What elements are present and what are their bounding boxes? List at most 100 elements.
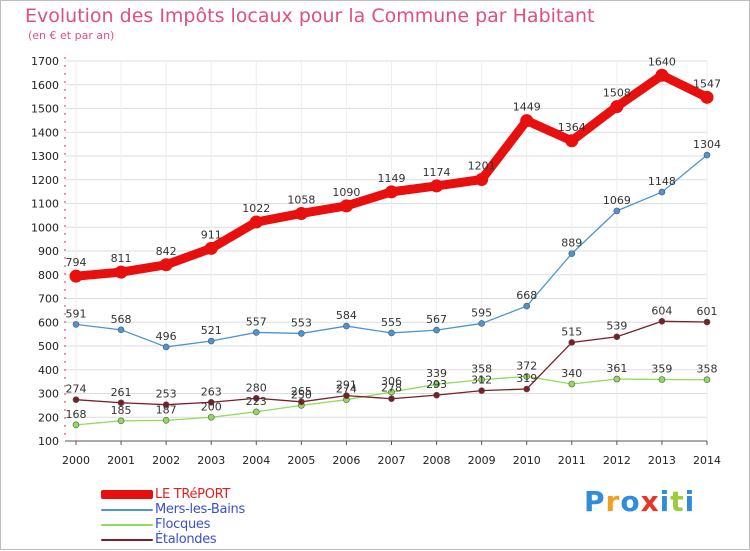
x-tick-label: 2014 <box>693 454 721 467</box>
series-3-point <box>703 318 711 326</box>
y-tick-label: 1500 <box>31 103 59 116</box>
legend-item: Étalondes <box>101 532 381 547</box>
logo-letter: i <box>684 485 696 518</box>
series-3-data-label: 312 <box>471 374 492 387</box>
series-2-data-label: 274 <box>336 383 357 396</box>
series-1-data-label: 1069 <box>603 194 631 207</box>
series-1-point <box>658 188 666 196</box>
proxiti-logo: Proxiti <box>584 485 695 518</box>
series-0-data-label: 842 <box>156 245 177 258</box>
series-0-data-label: 1201 <box>468 160 496 173</box>
series-3-point <box>658 317 666 325</box>
series-0-data-label: 794 <box>66 256 87 269</box>
series-1-point <box>478 320 485 327</box>
x-tick-label: 2013 <box>648 454 676 467</box>
series-3-point <box>523 385 531 393</box>
chart-subtitle: (en € et par an) <box>28 29 115 42</box>
y-tick-label: 900 <box>38 245 59 258</box>
x-tick-label: 2008 <box>423 454 451 467</box>
series-1-point <box>523 302 531 310</box>
chart-legend: LE TRéPORT Mers-les-Bains Flocques Étalonde… <box>101 487 381 547</box>
series-0-data-label: 1058 <box>287 193 315 206</box>
series-0-point <box>69 269 83 283</box>
series-1-data-label: 557 <box>246 315 267 328</box>
legend-swatch <box>101 524 153 526</box>
legend-swatch <box>101 539 153 541</box>
series-1-data-label: 595 <box>471 306 492 319</box>
series-2-data-label: 359 <box>651 362 672 375</box>
series-1-point <box>568 250 576 257</box>
series-3-data-label: 261 <box>111 386 132 399</box>
series-2-point <box>658 376 666 383</box>
series-3-data-label: 604 <box>651 304 672 317</box>
y-tick-label: 100 <box>38 435 59 448</box>
series-3-data-label: 274 <box>66 383 87 396</box>
series-1-point <box>433 326 440 334</box>
series-1-data-label: 889 <box>561 237 582 250</box>
series-2-point <box>613 375 621 383</box>
series-3-point <box>72 396 80 403</box>
series-0-data-label: 1449 <box>513 101 541 114</box>
series-3-point <box>433 391 440 399</box>
y-tick-label: 1100 <box>31 198 59 211</box>
series-1-point <box>613 207 621 215</box>
series-3-data-label: 278 <box>381 382 402 395</box>
y-tick-label: 400 <box>38 364 59 377</box>
series-3-data-label: 280 <box>246 381 267 394</box>
y-tick-label: 1600 <box>31 79 59 92</box>
series-0-point <box>249 215 263 229</box>
series-1-data-label: 1148 <box>648 175 676 188</box>
series-1-point <box>388 329 395 337</box>
x-tick-label: 2010 <box>513 454 541 467</box>
y-tick-label: 500 <box>38 340 59 353</box>
series-2-data-label: 358 <box>471 363 492 376</box>
series-2-data-label: 168 <box>66 408 87 421</box>
series-0-point <box>655 68 669 82</box>
series-3-data-label: 319 <box>516 372 537 385</box>
series-1-point <box>343 322 350 330</box>
logo-letter: x <box>640 485 660 518</box>
series-1-point <box>252 329 260 336</box>
series-2-point <box>523 373 531 380</box>
series-1-point <box>72 321 80 328</box>
series-2-point <box>162 417 170 424</box>
y-tick-label: 200 <box>38 411 59 424</box>
series-0-point <box>159 258 173 272</box>
series-3-point <box>388 395 395 403</box>
series-2-data-label: 185 <box>111 404 132 417</box>
series-0-data-label: 1174 <box>423 166 451 179</box>
series-1-data-label: 521 <box>201 324 222 337</box>
logo-letter: P <box>584 485 606 518</box>
series-2-data-label: 200 <box>201 400 222 413</box>
x-tick-label: 2006 <box>332 454 360 467</box>
y-tick-label: 600 <box>38 316 59 329</box>
series-3-data-label: 265 <box>291 385 312 398</box>
series-1-point <box>703 151 711 159</box>
series-0-data-label: 1547 <box>693 77 721 90</box>
series-0-data-label: 1640 <box>648 55 676 68</box>
series-0-point <box>385 185 398 199</box>
logo-letter: r <box>605 485 621 518</box>
series-3-data-label: 515 <box>561 325 582 338</box>
y-tick-label: 1200 <box>31 174 59 187</box>
series-0-data-label: 1149 <box>378 172 406 185</box>
series-1-point <box>117 326 125 334</box>
series-3-point <box>207 398 215 406</box>
series-0-point <box>475 173 489 187</box>
legend-label: LE TRéPORT <box>155 487 231 502</box>
series-1-data-label: 584 <box>336 309 357 322</box>
series-3-data-label: 253 <box>156 388 177 401</box>
series-0-data-label: 911 <box>201 228 222 241</box>
x-tick-label: 2011 <box>558 454 586 467</box>
series-0-point <box>520 114 534 128</box>
legend-label: Étalondes <box>155 532 217 547</box>
series-0-point <box>114 265 128 279</box>
series-2-point <box>252 408 260 416</box>
series-1-point <box>162 343 170 351</box>
series-0-point <box>294 206 308 220</box>
series-2-data-label: 250 <box>291 388 312 401</box>
series-2-data-label: 358 <box>697 363 718 376</box>
series-3-point <box>613 333 621 341</box>
legend-item: Mers-les-Bains <box>101 502 381 517</box>
